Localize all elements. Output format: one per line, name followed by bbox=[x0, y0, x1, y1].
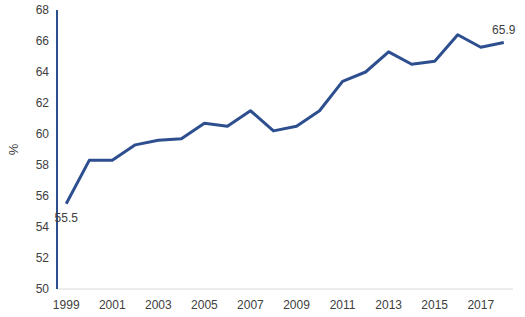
x-tick-label: 2013 bbox=[375, 298, 402, 312]
x-tick-label: 2017 bbox=[467, 298, 494, 312]
y-tick-label: 56 bbox=[36, 189, 50, 203]
x-axis-line bbox=[57, 289, 513, 290]
y-tick-label: 52 bbox=[36, 251, 50, 265]
x-tick-label: 2015 bbox=[421, 298, 448, 312]
y-tick-label: 60 bbox=[36, 127, 50, 141]
y-tick-label: 66 bbox=[36, 34, 50, 48]
annotation: 55.5 bbox=[55, 211, 79, 225]
x-tick-label: 2001 bbox=[99, 298, 126, 312]
x-tick-label: 1999 bbox=[53, 298, 80, 312]
x-tick-label: 2007 bbox=[237, 298, 264, 312]
y-tick-label: 68 bbox=[36, 3, 50, 17]
x-tick-label: 2009 bbox=[283, 298, 310, 312]
annotation: 65.9 bbox=[492, 23, 516, 37]
x-tick-label: 2011 bbox=[330, 298, 356, 312]
y-tick-label: 64 bbox=[36, 65, 50, 79]
x-tick-label: 2005 bbox=[191, 298, 218, 312]
y-tick-label: 50 bbox=[36, 282, 50, 296]
plot-area bbox=[66, 35, 504, 204]
y-axis-title: % bbox=[6, 143, 21, 155]
y-tick-label: 54 bbox=[36, 220, 50, 234]
x-tick-label: 2003 bbox=[145, 298, 172, 312]
y-tick-label: 62 bbox=[36, 96, 50, 110]
chart: 50 52 54 56 58 60 62 64 66 68 1999 2001 2003 2005 2007… bbox=[0, 0, 525, 317]
y-axis-line bbox=[56, 10, 58, 289]
line-series bbox=[66, 35, 504, 204]
y-tick-label: 58 bbox=[36, 158, 50, 172]
